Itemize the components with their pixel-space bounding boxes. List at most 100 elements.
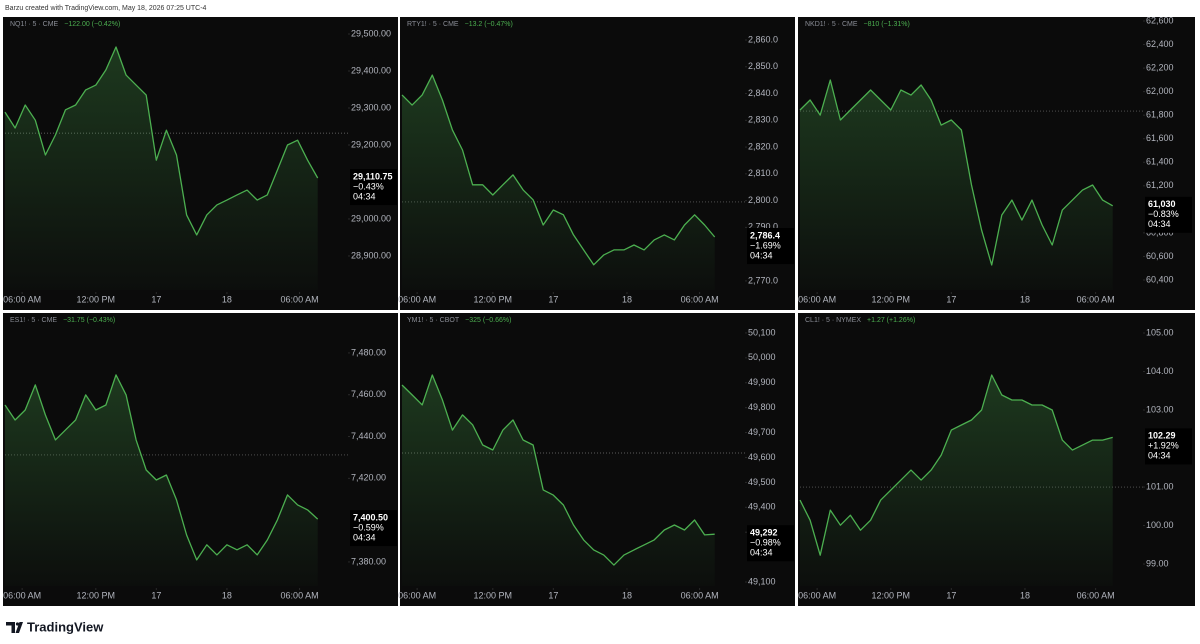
y-tick-label: 60,400 bbox=[1146, 274, 1174, 284]
y-tick-label: 7,460.00 bbox=[351, 389, 386, 399]
x-tick-label: 12:00 PM bbox=[474, 590, 513, 600]
x-tick-label: 06:00 AM bbox=[3, 294, 41, 304]
x-tick-label: 12:00 PM bbox=[474, 294, 513, 304]
y-tick-label: 103.00 bbox=[1146, 404, 1174, 414]
change-label: −810 (−1.31%) bbox=[864, 21, 910, 28]
x-tick-label: 06:00 AM bbox=[1077, 590, 1115, 600]
x-tick-label: 17 bbox=[946, 590, 956, 600]
symbol-label: RTY1! · 5 · CME bbox=[407, 21, 459, 28]
y-tick-label: 2,860.0 bbox=[748, 34, 778, 44]
change-label: −13.2 (−0.47%) bbox=[465, 21, 513, 28]
y-tick-label: 49,100 bbox=[748, 576, 776, 586]
footer-brand: TradingView bbox=[27, 619, 104, 634]
y-tick-label: 2,830.0 bbox=[748, 115, 778, 125]
y-tick-label: 99.00 bbox=[1146, 558, 1169, 568]
y-tick-label: 61,400 bbox=[1146, 157, 1174, 167]
price-line bbox=[799, 374, 1113, 556]
header-text: Barzu created with TradingView.com, May … bbox=[5, 5, 207, 12]
price-line bbox=[4, 374, 319, 561]
last-price-box bbox=[1145, 196, 1192, 233]
y-tick-label: 2,810.0 bbox=[748, 168, 778, 178]
x-tick-label: 18 bbox=[1020, 590, 1030, 600]
last-change-pct: −0.83% bbox=[1148, 209, 1179, 219]
y-tick-label: 60,600 bbox=[1146, 251, 1174, 261]
x-tick-label: 18 bbox=[622, 590, 632, 600]
y-tick-label: 62,200 bbox=[1146, 62, 1174, 72]
x-tick-label: 17 bbox=[946, 294, 956, 304]
x-tick-label: 06:00 AM bbox=[398, 590, 436, 600]
last-price: 102.29 bbox=[1148, 431, 1176, 441]
x-tick-label: 06:00 AM bbox=[798, 294, 836, 304]
x-tick-label: 06:00 AM bbox=[398, 294, 436, 304]
last-change-pct: −0.98% bbox=[750, 538, 781, 548]
countdown: 04:34 bbox=[1148, 451, 1171, 461]
chart-panel: 62,600 62,400 62,200 62,000 61,800 61,600 61,4… bbox=[798, 15, 1195, 310]
y-tick-label: 29,500.00 bbox=[351, 28, 391, 38]
countdown: 04:34 bbox=[750, 548, 773, 558]
x-tick-label: 12:00 PM bbox=[77, 294, 116, 304]
last-price: 61,030 bbox=[1148, 199, 1176, 209]
price-area bbox=[5, 47, 318, 290]
price-line bbox=[799, 79, 1114, 266]
symbol-label: ES1! · 5 · CME bbox=[10, 317, 57, 324]
chart-panel: 50,100 50,000 49,900 49,800 49,700 49,600 49,5… bbox=[398, 313, 795, 606]
last-change-pct: −1.69% bbox=[750, 240, 781, 250]
x-tick-label: 06:00 AM bbox=[681, 590, 719, 600]
countdown: 04:34 bbox=[1148, 219, 1171, 229]
last-price: 2,786.4 bbox=[750, 230, 780, 240]
y-tick-label: 29,200.00 bbox=[351, 139, 391, 149]
x-tick-label: 06:00 AM bbox=[3, 590, 41, 600]
x-tick-label: 06:00 AM bbox=[798, 590, 836, 600]
last-change-pct: −0.59% bbox=[353, 522, 384, 532]
y-tick-label: 7,440.00 bbox=[351, 431, 386, 441]
price-area bbox=[402, 375, 715, 586]
y-tick-label: 49,800 bbox=[748, 402, 776, 412]
y-tick-label: 2,840.0 bbox=[748, 88, 778, 98]
y-tick-label: 49,700 bbox=[748, 427, 776, 437]
y-tick-label: 50,100 bbox=[748, 327, 776, 337]
x-tick-label: 12:00 PM bbox=[872, 590, 911, 600]
x-tick-label: 17 bbox=[548, 294, 558, 304]
last-price-box bbox=[350, 510, 397, 547]
last-change-pct: −0.43% bbox=[353, 181, 384, 191]
last-price-box bbox=[747, 525, 794, 562]
y-tick-label: 2,790.0 bbox=[748, 222, 778, 232]
y-tick-label: 2,800.0 bbox=[748, 195, 778, 205]
y-tick-label: 61,200 bbox=[1146, 180, 1174, 190]
y-tick-label: 49,500 bbox=[748, 477, 776, 487]
y-tick-label: 50,000 bbox=[748, 352, 776, 362]
last-price-box bbox=[350, 169, 397, 206]
y-tick-label: 49,900 bbox=[748, 377, 776, 387]
y-tick-label: 105.00 bbox=[1146, 327, 1174, 337]
last-price: 49,292 bbox=[750, 528, 778, 538]
symbol-label: NQ1! · 5 · CME bbox=[10, 21, 59, 28]
x-tick-label: 06:00 AM bbox=[281, 294, 319, 304]
y-tick-label: 49,600 bbox=[748, 452, 776, 462]
x-tick-label: 12:00 PM bbox=[77, 590, 116, 600]
change-label: +1.27 (+1.26%) bbox=[867, 317, 915, 324]
chart-panel: 105.00 104.00 103.00 101.00 100.00 99.00 06:00… bbox=[798, 313, 1195, 606]
y-tick-label: 62,600 bbox=[1146, 15, 1174, 25]
y-tick-label: 29,000.00 bbox=[351, 213, 391, 223]
price-area bbox=[5, 374, 318, 586]
y-tick-label: 61,600 bbox=[1146, 133, 1174, 143]
symbol-label: NKD1! · 5 · CME bbox=[805, 21, 858, 28]
y-tick-label: 7,480.00 bbox=[351, 347, 386, 357]
y-tick-label: 7,380.00 bbox=[351, 556, 386, 566]
countdown: 04:34 bbox=[353, 532, 376, 542]
y-tick-label: 28,900.00 bbox=[351, 250, 391, 260]
y-tick-label: 104.00 bbox=[1146, 366, 1174, 376]
y-tick-label: 29,400.00 bbox=[351, 65, 391, 75]
y-tick-label: 2,850.0 bbox=[748, 61, 778, 71]
chart-panel: 7,480.00 7,460.00 7,440.00 7,420.00 7,380.00… bbox=[3, 313, 398, 606]
y-tick-label: 61,800 bbox=[1146, 110, 1174, 120]
y-tick-label: 2,770.0 bbox=[748, 275, 778, 285]
logo-dot bbox=[15, 622, 20, 626]
price-line bbox=[4, 46, 319, 236]
change-label: −122.00 (−0.42%) bbox=[64, 21, 120, 28]
x-tick-label: 06:00 AM bbox=[681, 294, 719, 304]
x-tick-label: 06:00 AM bbox=[281, 590, 319, 600]
x-tick-label: 12:00 PM bbox=[872, 294, 911, 304]
chart-panel: 29,500.00 29,400.00 29,300.00 29,200.00 29,0… bbox=[3, 17, 398, 310]
